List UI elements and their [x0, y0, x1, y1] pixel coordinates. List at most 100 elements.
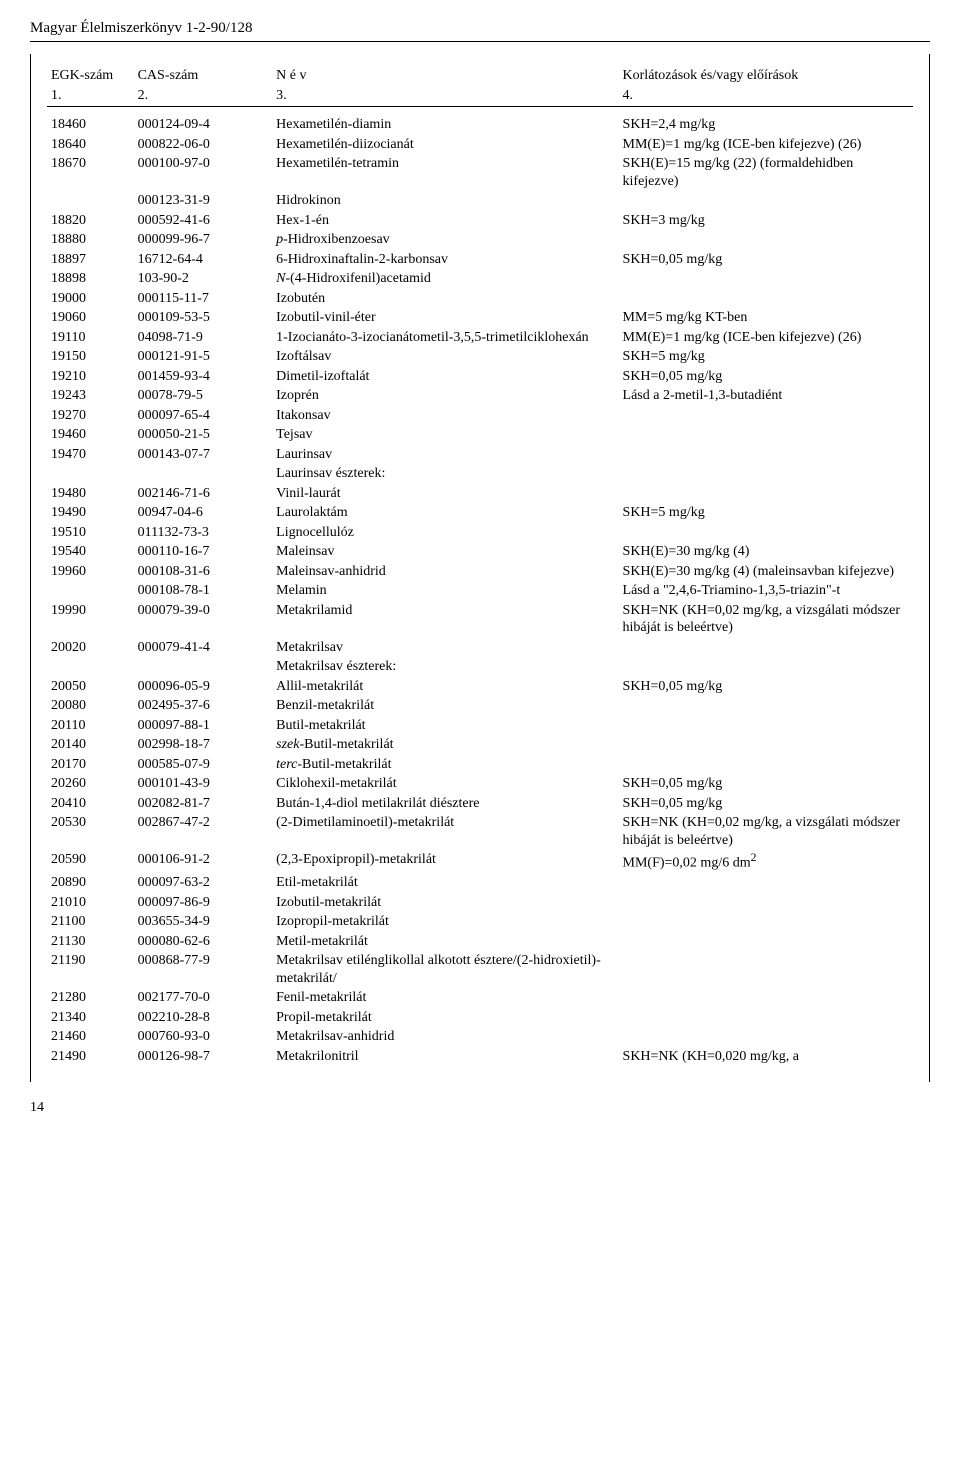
- cell-cas: 000096-05-9: [134, 677, 273, 697]
- table-row: 000123-31-9Hidrokinon: [47, 191, 913, 211]
- cell-name: Metil-metakrilát: [272, 932, 618, 952]
- cell-name: Hexametilén-tetramin: [272, 154, 618, 191]
- cell-name: Itakonsav: [272, 406, 618, 426]
- cell-egk: 19960: [47, 562, 134, 582]
- cell-restrictions: SKH(E)=15 mg/kg (22) (formaldehidben kif…: [619, 154, 913, 191]
- cell-name: Lignocellulóz: [272, 523, 618, 543]
- cell-cas: 000115-11-7: [134, 289, 273, 309]
- cell-egk: 18820: [47, 211, 134, 231]
- cell-name: Hexametilén-diizocianát: [272, 135, 618, 155]
- table-row: 21100003655-34-9Izopropil-metakrilát: [47, 912, 913, 932]
- table-row: 20140002998-18-7szek-Butil-metakrilát: [47, 735, 913, 755]
- table-row: 1924300078-79-5IzoprénLásd a 2-metil-1,3…: [47, 386, 913, 406]
- cell-egk: 18897: [47, 250, 134, 270]
- cell-restrictions: [619, 191, 913, 211]
- table-row: 19060000109-53-5Izobutil-vinil-éterMM=5 …: [47, 308, 913, 328]
- substance-table: EGK-szám CAS-szám N é v Korlátozások és/…: [47, 66, 913, 1066]
- cell-name: Izobutén: [272, 289, 618, 309]
- cell-cas: 000108-31-6: [134, 562, 273, 582]
- cell-egk: 21340: [47, 1008, 134, 1028]
- cell-egk: 21130: [47, 932, 134, 952]
- subheader-2: 2.: [134, 86, 273, 107]
- cell-egk: 21280: [47, 988, 134, 1008]
- cell-egk: 19990: [47, 601, 134, 638]
- table-row: 19270000097-65-4Itakonsav: [47, 406, 913, 426]
- cell-egk: 18640: [47, 135, 134, 155]
- table-row: 18880000099-96-7p-Hidroxibenzoesav: [47, 230, 913, 250]
- cell-egk: 21460: [47, 1027, 134, 1047]
- subheader-1: 1.: [47, 86, 134, 107]
- table-row: 21460000760-93-0Metakrilsav-anhidrid: [47, 1027, 913, 1047]
- cell-name: Propil-metakrilát: [272, 1008, 618, 1028]
- cell-restrictions: [619, 988, 913, 1008]
- table-body: 18460000124-09-4Hexametilén-diaminSKH=2,…: [47, 115, 913, 1066]
- cell-cas: 000079-39-0: [134, 601, 273, 638]
- cell-egk: 20260: [47, 774, 134, 794]
- cell-egk: [47, 581, 134, 601]
- table-row: Laurinsav észterek:: [47, 464, 913, 484]
- cell-name: Benzil-metakrilát: [272, 696, 618, 716]
- table-row: 20110000097-88-1Butil-metakrilát: [47, 716, 913, 736]
- cell-restrictions: [619, 951, 913, 988]
- cell-restrictions: SKH=0,05 mg/kg: [619, 250, 913, 270]
- cell-restrictions: [619, 269, 913, 289]
- cell-restrictions: SKH=0,05 mg/kg: [619, 794, 913, 814]
- cell-egk: [47, 191, 134, 211]
- table-row: 19460000050-21-5Tejsav: [47, 425, 913, 445]
- table-row: 20530002867-47-2(2-Dimetilaminoetil)-met…: [47, 813, 913, 850]
- cell-name: Allil-metakrilát: [272, 677, 618, 697]
- cell-name: Maleinsav: [272, 542, 618, 562]
- cell-cas: 00078-79-5: [134, 386, 273, 406]
- cell-name: Maleinsav-anhidrid: [272, 562, 618, 582]
- table-row: 20080002495-37-6Benzil-metakrilát: [47, 696, 913, 716]
- cell-cas: 00947-04-6: [134, 503, 273, 523]
- cell-restrictions: [619, 932, 913, 952]
- cell-restrictions: SKH=3 mg/kg: [619, 211, 913, 231]
- cell-restrictions: [619, 484, 913, 504]
- cell-cas: 04098-71-9: [134, 328, 273, 348]
- cell-cas: 000100-97-0: [134, 154, 273, 191]
- cell-cas: 000110-16-7: [134, 542, 273, 562]
- cell-cas: 16712-64-4: [134, 250, 273, 270]
- cell-cas: 000124-09-4: [134, 115, 273, 135]
- table-row: 21280002177-70-0Fenil-metakrilát: [47, 988, 913, 1008]
- cell-cas: 000097-88-1: [134, 716, 273, 736]
- table-row: 21130000080-62-6Metil-metakrilát: [47, 932, 913, 952]
- cell-restrictions: [619, 716, 913, 736]
- cell-egk: 19000: [47, 289, 134, 309]
- document-title: Magyar Élelmiszerkönyv 1-2-90/128: [30, 20, 930, 42]
- cell-restrictions: [619, 657, 913, 677]
- cell-restrictions: MM(F)=0,02 mg/6 dm2: [619, 850, 913, 873]
- cell-cas: 000585-07-9: [134, 755, 273, 775]
- cell-cas: 003655-34-9: [134, 912, 273, 932]
- cell-restrictions: SKH=NK (KH=0,020 mg/kg, a: [619, 1047, 913, 1067]
- cell-cas: 000822-06-0: [134, 135, 273, 155]
- table-row: 1889716712-64-46-Hidroxinaftalin-2-karbo…: [47, 250, 913, 270]
- cell-restrictions: MM=5 mg/kg KT-ben: [619, 308, 913, 328]
- cell-name: (2-Dimetilaminoetil)-metakrilát: [272, 813, 618, 850]
- cell-egk: 18460: [47, 115, 134, 135]
- cell-restrictions: SKH=5 mg/kg: [619, 503, 913, 523]
- cell-egk: 20080: [47, 696, 134, 716]
- table-row: 18820000592-41-6Hex-1-énSKH=3 mg/kg: [47, 211, 913, 231]
- cell-restrictions: Lásd a 2-metil-1,3-butadiént: [619, 386, 913, 406]
- cell-restrictions: SKH=0,05 mg/kg: [619, 367, 913, 387]
- cell-name: Ciklohexil-metakrilát: [272, 774, 618, 794]
- table-row: 1949000947-04-6LaurolaktámSKH=5 mg/kg: [47, 503, 913, 523]
- table-row: 21340002210-28-8Propil-metakrilát: [47, 1008, 913, 1028]
- cell-egk: 19480: [47, 484, 134, 504]
- cell-cas: 000108-78-1: [134, 581, 273, 601]
- cell-egk: 19210: [47, 367, 134, 387]
- cell-name: Dimetil-izoftalát: [272, 367, 618, 387]
- cell-cas: 000101-43-9: [134, 774, 273, 794]
- cell-egk: 18898: [47, 269, 134, 289]
- cell-name: Etil-metakrilát: [272, 873, 618, 893]
- table-row: 19540000110-16-7MaleinsavSKH(E)=30 mg/kg…: [47, 542, 913, 562]
- table-row: 20590000106-91-2(2,3-Epoxipropil)-metakr…: [47, 850, 913, 873]
- cell-egk: [47, 464, 134, 484]
- cell-egk: 19490: [47, 503, 134, 523]
- cell-name: p-Hidroxibenzoesav: [272, 230, 618, 250]
- cell-name: N-(4-Hidroxifenil)acetamid: [272, 269, 618, 289]
- cell-restrictions: [619, 638, 913, 658]
- cell-cas: 000097-86-9: [134, 893, 273, 913]
